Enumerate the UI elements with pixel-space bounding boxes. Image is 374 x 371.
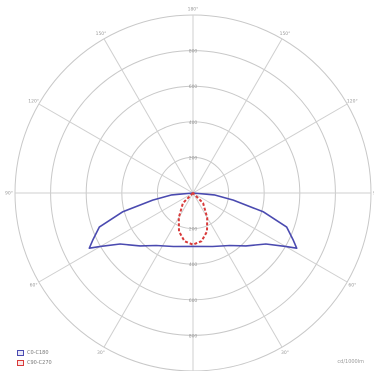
angle-tick-label: 150° [280,31,291,37]
grid-spoke-8 [38,192,194,283]
grid-spoke-4 [192,192,348,283]
ring-tick-label: 800 [189,49,198,55]
ring-tick-label: 200 [189,155,198,161]
legend-label-c90-c270: C90-C270 [27,360,52,366]
legend-swatch-red [17,360,24,366]
angle-tick-label: 120° [28,99,39,105]
grid-spoke-2 [192,103,348,194]
ring-tick-label: 600 [189,84,198,90]
angle-tick-label: 180° [188,7,199,13]
legend-item-c90-c270: C90-C270 [17,360,52,366]
grid-spoke-1 [192,38,283,194]
legend-item-c0-c180: C0-C180 [17,350,49,356]
angle-tick-label: 60° [348,283,356,289]
grid-spoke-10 [38,103,194,194]
ring-tick-label: 600 [189,298,198,304]
ring-tick-label: 400 [189,120,198,126]
series-line-c90-c270 [177,192,209,246]
angle-tick-label: 60° [30,283,38,289]
series-line-c0-c180 [88,192,298,249]
grid-spoke-11 [103,38,194,194]
angle-tick-label: 90° [5,191,13,197]
angle-tick-label: 30° [281,350,289,356]
legend-swatch-blue [17,350,24,356]
ring-tick-label: 200 [189,227,198,233]
angle-tick-label: 30° [97,350,105,356]
legend-label-c0-c180: C0-C180 [27,350,49,356]
ring-tick-label: 800 [189,333,198,339]
angle-tick-label: 120° [347,99,358,105]
angle-tick-label: 150° [96,31,107,37]
unit-label: cd/1000lm [337,359,364,365]
ring-tick-label: 400 [189,262,198,268]
